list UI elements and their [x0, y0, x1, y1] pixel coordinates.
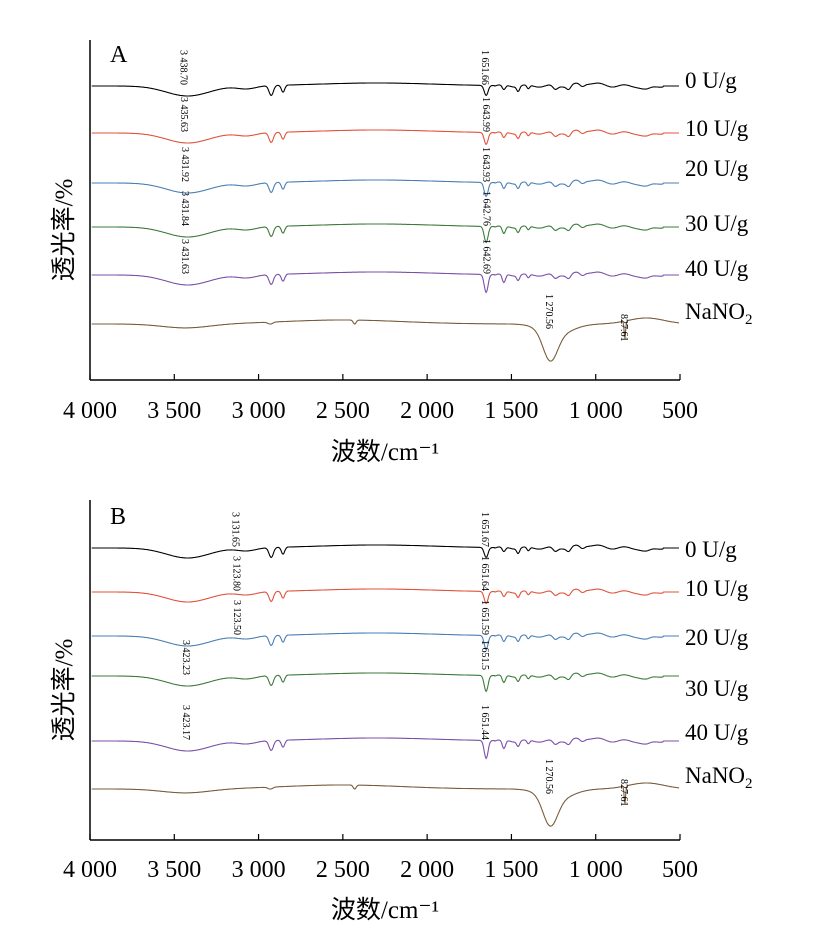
- series-line: [91, 782, 680, 827]
- series-0-u-g: 0 U/g 3 131.65 1 651.67: [91, 512, 737, 562]
- peak-annotation: 3 431.84: [179, 191, 190, 226]
- peak-annotation: 827.61: [618, 779, 629, 807]
- x-tick-label: 4 000: [63, 398, 117, 424]
- x-tick-label: 2 000: [400, 398, 454, 424]
- peak-annotation: 3 435.63: [178, 97, 189, 132]
- series-label: 20 U/g: [685, 156, 749, 181]
- x-tick-label: 3 500: [147, 398, 201, 424]
- series-0-u-g: 0 U/g 3 438.70 1 651.66: [91, 50, 737, 97]
- series-line: [91, 544, 679, 559]
- peak-annotation: 3 131.65: [229, 512, 240, 547]
- y-axis-label: 透光率/%: [50, 639, 78, 742]
- peak-annotation: 1 651.5: [479, 640, 490, 670]
- peak-annotation: 1 270.56: [543, 759, 554, 794]
- series-nano2: NaNO2 1 270.56 827.61: [91, 759, 753, 827]
- peak-annotation: 3 423.23: [180, 640, 191, 675]
- series-label: 40 U/g: [685, 720, 749, 745]
- x-tick-label: 1 500: [484, 857, 538, 883]
- peak-annotation: 1 651.64: [479, 556, 490, 591]
- peak-annotation: 1 642.76: [480, 191, 491, 226]
- series-line: [91, 588, 679, 605]
- panel-letter: A: [110, 42, 128, 68]
- series-line: [91, 317, 680, 362]
- series-10-u-g: 10 U/g 3 123.80 1 651.64: [91, 556, 749, 605]
- series-line: [91, 672, 679, 693]
- peak-annotation: 3 431.92: [179, 147, 190, 182]
- series-40-u-g: 40 U/g 3 431.63 1 642.69: [91, 239, 749, 294]
- x-tick-label: 1 500: [484, 398, 538, 424]
- peak-annotation: 3 123.80: [231, 556, 242, 591]
- series-10-u-g: 10 U/g 3 435.63 1 643.99: [91, 97, 749, 146]
- series-40-u-g: 40 U/g 3 423.17 1 651.44: [91, 705, 749, 760]
- series-line: [91, 737, 679, 760]
- x-tick-label: 500: [662, 398, 698, 424]
- x-tick-label: 4 000: [63, 857, 117, 883]
- peak-annotation: 1 642.69: [480, 239, 491, 274]
- series-label: 10 U/g: [685, 576, 749, 601]
- peak-annotation: 827.61: [618, 314, 629, 342]
- x-tick-label: 3 500: [147, 857, 201, 883]
- peak-annotation: 3 123.50: [231, 600, 242, 635]
- x-tick-label: 500: [662, 857, 698, 883]
- x-tick-label: 1 000: [569, 398, 623, 424]
- series-line: [91, 129, 679, 146]
- series-20-u-g: 20 U/g 3 431.92 1 643.93: [91, 147, 749, 198]
- peak-annotation: 1 651.67: [479, 512, 490, 547]
- series-label: 40 U/g: [685, 256, 749, 281]
- y-axis-label: 透光率/%: [50, 179, 78, 282]
- x-tick-label: 1 000: [569, 857, 623, 883]
- series-line: [91, 632, 679, 651]
- peak-annotation: 3 438.70: [178, 50, 189, 85]
- peak-annotation: 1 651.59: [479, 600, 490, 635]
- series-20-u-g: 20 U/g 3 123.50 1 651.59: [91, 600, 749, 651]
- peak-annotation: 1 270.56: [543, 294, 554, 329]
- series-30-u-g: 30 U/g 3 431.84 1 642.76: [91, 191, 749, 244]
- panel-A: 4 000 3 500 3 000 2 500 2 000 1 500 1 000 500 A 波…: [50, 40, 753, 466]
- peak-annotation: 3 431.63: [179, 239, 190, 274]
- panel-letter: B: [110, 504, 126, 530]
- series-label: 30 U/g: [685, 211, 749, 236]
- series-nano2: NaNO2 1 270.56 827.61: [91, 294, 753, 362]
- series-label: 0 U/g: [685, 537, 737, 562]
- x-axis-label: 波数/cm⁻¹: [331, 438, 439, 466]
- series-line: [91, 271, 679, 294]
- series-label: 20 U/g: [685, 625, 749, 650]
- x-tick-label: 3 000: [232, 398, 286, 424]
- peak-annotation: 1 643.93: [480, 147, 491, 182]
- x-tick-label: 2 000: [400, 857, 454, 883]
- series-line: [91, 223, 679, 244]
- peak-annotation: 3 423.17: [180, 705, 191, 740]
- series-line: [91, 82, 679, 97]
- x-tick-label: 2 500: [316, 857, 370, 883]
- peak-annotation: 1 651.66: [479, 50, 490, 85]
- series-label: 0 U/g: [685, 68, 737, 93]
- x-axis-label: 波数/cm⁻¹: [331, 896, 439, 924]
- series-label: NaNO2: [685, 763, 753, 792]
- panel-B: 4 000 3 500 3 000 2 500 2 000 1 500 1 000 500 B 波…: [50, 500, 753, 924]
- series-label: NaNO2: [685, 299, 753, 328]
- peak-annotation: 1 643.99: [480, 97, 491, 132]
- x-tick-label: 3 000: [232, 857, 286, 883]
- x-tick-label: 2 500: [316, 398, 370, 424]
- series-line: [91, 179, 679, 198]
- series-label: 30 U/g: [685, 676, 749, 701]
- series-label: 10 U/g: [685, 116, 749, 141]
- series-30-u-g: 30 U/g 3 423.23 1 651.5: [91, 640, 749, 701]
- peak-annotation: 1 651.44: [479, 705, 490, 740]
